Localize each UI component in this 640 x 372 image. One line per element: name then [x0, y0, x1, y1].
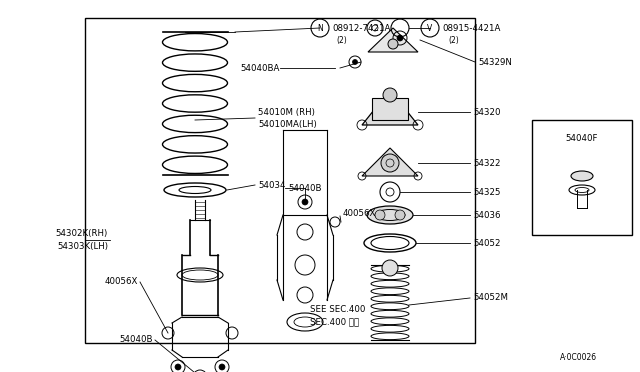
Bar: [85, 18, 475, 343]
Circle shape: [175, 364, 181, 370]
Text: 54040B: 54040B: [288, 183, 321, 192]
Text: 54036: 54036: [473, 211, 500, 219]
Text: 54010MA(LH): 54010MA(LH): [258, 119, 317, 128]
Circle shape: [353, 60, 358, 64]
Circle shape: [388, 39, 398, 49]
Text: 54303K(LH): 54303K(LH): [57, 241, 108, 250]
Circle shape: [381, 154, 399, 172]
Polygon shape: [362, 90, 418, 125]
Text: 54052: 54052: [473, 238, 500, 247]
Bar: [532, 120, 632, 235]
Polygon shape: [368, 28, 418, 52]
Text: V: V: [428, 23, 433, 32]
Text: 54302K(RH): 54302K(RH): [56, 228, 108, 237]
Text: SEC.400 参照: SEC.400 参照: [310, 317, 359, 327]
Text: 54325: 54325: [473, 187, 500, 196]
Text: 54040F: 54040F: [566, 134, 598, 142]
Circle shape: [383, 88, 397, 102]
Circle shape: [382, 260, 398, 276]
Circle shape: [219, 364, 225, 370]
Ellipse shape: [571, 171, 593, 181]
Text: 54010M (RH): 54010M (RH): [258, 108, 315, 116]
Ellipse shape: [367, 206, 413, 224]
Circle shape: [375, 210, 385, 220]
Text: 40056X: 40056X: [104, 278, 138, 286]
Text: 54034: 54034: [258, 180, 285, 189]
Text: 54052M: 54052M: [473, 294, 508, 302]
Circle shape: [397, 35, 403, 41]
Circle shape: [395, 210, 405, 220]
Text: 54040BA: 54040BA: [241, 64, 280, 73]
Text: 54320: 54320: [473, 108, 500, 116]
Text: A·0C0026: A·0C0026: [560, 353, 597, 362]
Text: 54322: 54322: [473, 158, 500, 167]
Circle shape: [302, 199, 308, 205]
Text: N: N: [317, 23, 323, 32]
Text: 08915-4421A: 08915-4421A: [442, 23, 500, 32]
Text: 54040B: 54040B: [120, 336, 153, 344]
Text: 40056X: 40056X: [343, 208, 376, 218]
Text: 54329N: 54329N: [478, 58, 512, 67]
Text: 08912-7421A: 08912-7421A: [332, 23, 390, 32]
Polygon shape: [362, 148, 418, 176]
Text: (2): (2): [448, 35, 459, 45]
Bar: [372, 98, 408, 120]
Text: (2): (2): [336, 35, 347, 45]
Text: SEE SEC.400: SEE SEC.400: [310, 305, 365, 314]
